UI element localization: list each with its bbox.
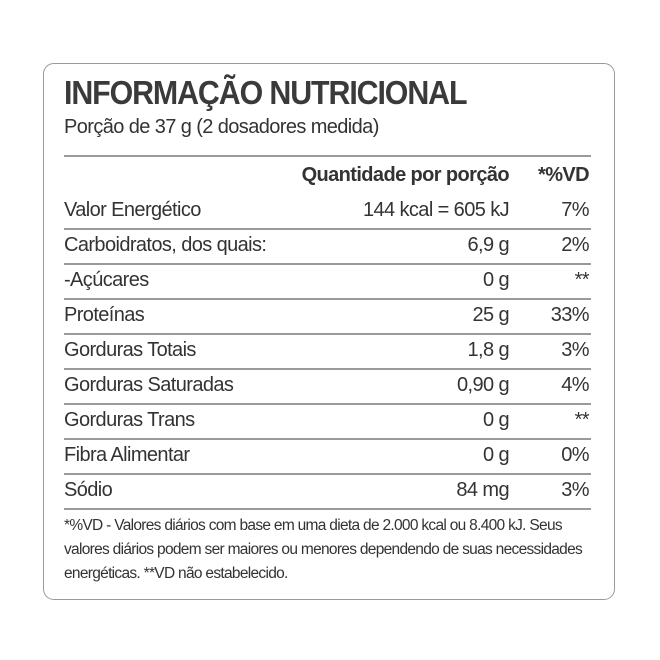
table-row: Valor Energético 144 kcal = 605 kJ 7% — [64, 193, 591, 228]
table-row: Sódio 84 mg 3% — [64, 473, 591, 508]
row-vd: ** — [574, 409, 590, 431]
row-vd: 3% — [561, 479, 589, 501]
table-row: Gorduras Trans 0 g ** — [64, 403, 591, 438]
divider — [64, 228, 591, 230]
divider — [64, 333, 591, 335]
row-quantity: 144 kcal = 605 kJ — [362, 199, 510, 221]
row-label: Gorduras Trans — [64, 409, 195, 431]
row-label: Gorduras Saturadas — [64, 374, 234, 396]
row-quantity: 0 g — [482, 444, 510, 466]
table-row: Gorduras Saturadas 0,90 g 4% — [64, 368, 591, 403]
row-label: Fibra Alimentar — [64, 444, 190, 466]
row-quantity: 0 g — [482, 269, 510, 291]
table-row: -Açúcares 0 g ** — [64, 263, 591, 298]
row-label: Sódio — [64, 479, 113, 501]
row-vd: 0% — [561, 444, 589, 466]
row-vd: 33% — [550, 304, 590, 326]
table-header: Quantidade por porção *%VD — [64, 158, 591, 193]
header-quantity: Quantidade por porção — [301, 164, 510, 186]
divider — [64, 508, 591, 510]
divider — [64, 438, 591, 440]
row-vd: 3% — [561, 339, 589, 361]
nutrition-label-frame — [43, 63, 615, 600]
divider — [64, 298, 591, 300]
row-label: Proteínas — [64, 304, 145, 326]
label-title: INFORMAÇÃO NUTRICIONAL — [64, 74, 468, 111]
row-quantity: 84 mg — [456, 479, 509, 501]
table-row: Proteínas 25 g 33% — [64, 298, 591, 333]
row-quantity: 1,8 g — [467, 339, 510, 361]
divider — [64, 403, 591, 405]
row-quantity: 0,90 g — [456, 374, 510, 396]
row-label: Gorduras Totais — [64, 339, 196, 361]
row-quantity: 0 g — [482, 409, 510, 431]
row-vd: ** — [574, 269, 590, 291]
row-vd: 4% — [561, 374, 589, 396]
divider — [64, 155, 591, 157]
row-quantity: 6,9 g — [467, 234, 510, 256]
divider — [64, 473, 591, 475]
row-label: Carboidratos, dos quais: — [64, 234, 267, 256]
table-row: Fibra Alimentar 0 g 0% — [64, 438, 591, 473]
footnote: *%VD - Valores diários com base em uma d… — [64, 517, 583, 582]
divider — [64, 263, 591, 265]
row-vd: 7% — [561, 199, 589, 221]
header-vd: *%VD — [538, 164, 590, 186]
row-vd: 2% — [561, 234, 589, 256]
row-quantity: 25 g — [472, 304, 509, 326]
row-label: Valor Energético — [64, 199, 201, 221]
table-row: Gorduras Totais 1,8 g 3% — [64, 333, 591, 368]
row-label: -Açúcares — [64, 269, 149, 291]
table-row: Carboidratos, dos quais: 6,9 g 2% — [64, 228, 591, 263]
divider — [64, 368, 591, 370]
portion-size: Porção de 37 g (2 dosadores medida) — [64, 116, 379, 138]
